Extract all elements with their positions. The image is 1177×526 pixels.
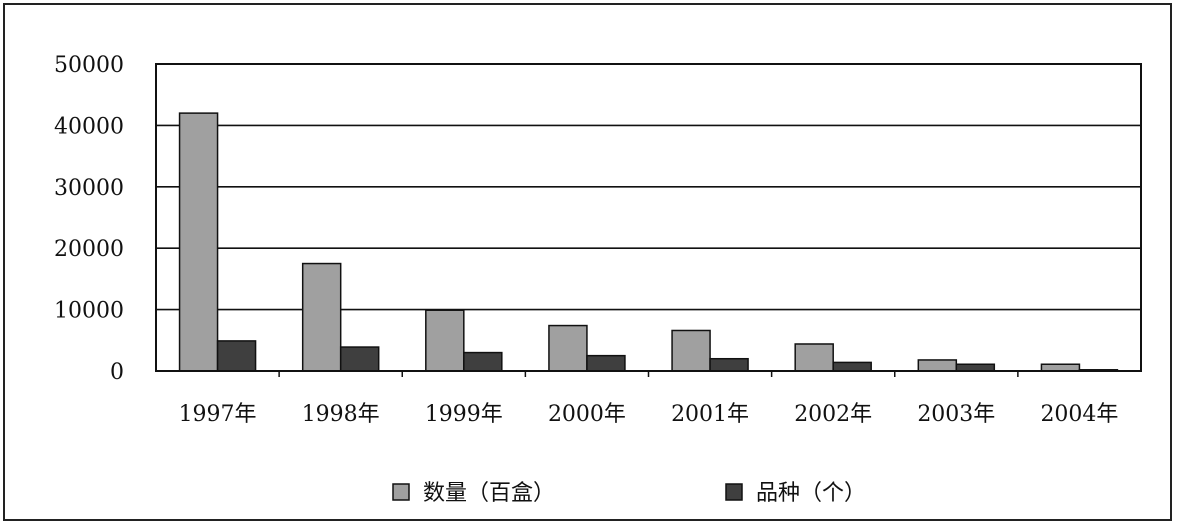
bar-variety bbox=[832, 361, 872, 372]
bar-quantity bbox=[917, 359, 958, 372]
bar-quantity bbox=[548, 324, 588, 372]
bar-variety bbox=[463, 351, 503, 372]
y-tick-label: 40000 bbox=[54, 114, 124, 139]
y-tick-label: 0 bbox=[110, 360, 124, 385]
x-tick-label: 1997年 bbox=[179, 402, 257, 427]
y-tick-label: 30000 bbox=[54, 176, 124, 201]
legend-swatch bbox=[392, 483, 410, 501]
bar-quantity bbox=[671, 329, 711, 372]
x-tick-label: 2004年 bbox=[1040, 402, 1118, 427]
bar-quantity bbox=[178, 112, 219, 372]
bars-group bbox=[178, 112, 1119, 372]
bar-variety bbox=[216, 340, 257, 372]
x-tick-label: 2002年 bbox=[794, 402, 872, 427]
y-tick-label: 10000 bbox=[54, 299, 124, 324]
y-tick-labels: 0 10000 20000 30000 40000 50000 bbox=[54, 53, 124, 385]
y-tick-label: 20000 bbox=[54, 237, 124, 262]
gridlines bbox=[156, 124, 1141, 311]
legend-label: 品种（个） bbox=[756, 481, 866, 506]
x-tick-labels: 1997年 1998年 1999年 2000年 2001年 2002年 2003年 2004年 bbox=[179, 402, 1119, 427]
bar-quantity bbox=[301, 262, 342, 372]
bar-quantity bbox=[1040, 363, 1081, 372]
y-tick-label: 50000 bbox=[54, 53, 124, 78]
x-tick-label: 2003年 bbox=[917, 402, 995, 427]
x-tick-label: 1999年 bbox=[425, 402, 503, 427]
bar-variety bbox=[339, 346, 380, 372]
legend-label: 数量（百盒） bbox=[423, 481, 555, 506]
bar-quantity bbox=[794, 343, 834, 372]
bar-quantity bbox=[425, 309, 465, 372]
bar-variety bbox=[709, 357, 749, 372]
x-tick-marks bbox=[278, 371, 1019, 377]
bar-variety bbox=[955, 363, 996, 372]
x-tick-label: 2001年 bbox=[671, 402, 749, 427]
legend: 数量（百盒） 品种（个） bbox=[392, 481, 866, 506]
chart-frame: 0 10000 20000 30000 40000 50000 1997年 1998年 199… bbox=[3, 3, 1172, 521]
x-tick-label: 2000年 bbox=[548, 402, 626, 427]
x-tick-label: 1998年 bbox=[302, 402, 380, 427]
bar-variety bbox=[586, 354, 626, 372]
legend-swatch bbox=[725, 483, 743, 501]
